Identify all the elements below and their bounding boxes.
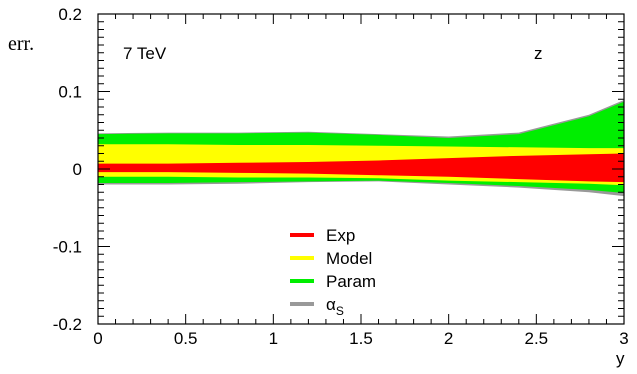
y-tick-label: 0.2 (58, 5, 82, 24)
x-tick-label: 1.5 (349, 329, 373, 348)
legend-label-model: Model (326, 249, 372, 268)
x-axis-label: y (616, 349, 625, 368)
error-bands (98, 100, 624, 197)
variable-annotation: z (534, 44, 543, 63)
x-tick-label: 2.5 (525, 329, 549, 348)
y-axis-label: err. (8, 33, 34, 55)
legend: Exp Model Param αS (290, 226, 376, 318)
band-exp (98, 153, 624, 183)
axes: 0 0.5 1 1.5 2 2.5 3 0.2 0.1 0 -0.1 -0.2 (53, 5, 629, 348)
x-tick-label: 0 (93, 329, 102, 348)
legend-label-param: Param (326, 272, 376, 291)
y-tick-label: 0.1 (58, 83, 82, 102)
legend-label-exp: Exp (326, 226, 355, 245)
x-tick-label: 3 (619, 329, 628, 348)
y-tick-label: -0.1 (53, 238, 82, 257)
x-tick-label: 0.5 (174, 329, 198, 348)
y-tick-label: 0 (73, 160, 82, 179)
x-tick-label: 1 (269, 329, 278, 348)
y-tick-label: -0.2 (53, 315, 82, 334)
x-tick-label: 2 (444, 329, 453, 348)
energy-annotation: 7 TeV (123, 44, 167, 63)
legend-label-alpha-s: αS (326, 295, 344, 318)
